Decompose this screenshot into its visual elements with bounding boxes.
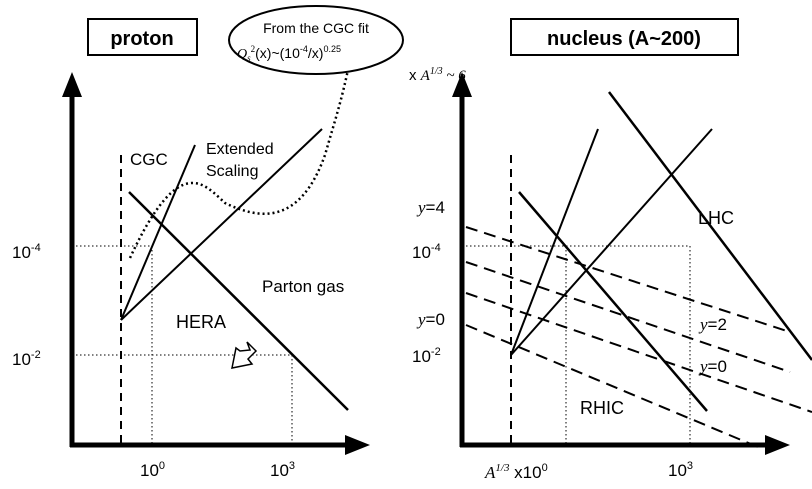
right-dotted-gridlines: [462, 245, 691, 445]
rapidity-label-y0-left: y=0: [416, 310, 445, 329]
rhic-kinematic-line: [518, 191, 708, 412]
left-scaling-boundary: [120, 128, 323, 321]
left-hera-kinematic-line: [128, 191, 349, 411]
left-y-axis-arrowhead: [62, 72, 82, 97]
left-dotted-gridlines: [72, 245, 293, 445]
right-y-axis-arrowhead: [452, 72, 472, 97]
right-x-axis-arrowhead: [765, 435, 790, 455]
rapidity-line-y4: [465, 226, 791, 333]
right-scaling-boundary: [510, 128, 713, 356]
left-cgc-fit-curve: [128, 59, 352, 259]
cgc-fit-callout: From the CGC fit Qs2(x)~(10-4/x)0.25 x A…: [228, 5, 466, 84]
right-y-tick-lower: 10-2: [412, 346, 441, 366]
left-x-tick-right: 103: [270, 460, 295, 480]
rapidity-line-mid1: [465, 261, 791, 373]
callout-multiplier: x A1/3 ~ 6: [409, 66, 466, 84]
extended-scaling-label-line2: Scaling: [206, 163, 258, 180]
callout-line1: From the CGC fit: [263, 20, 369, 36]
left-cgc-boundary: [120, 144, 196, 321]
nucleus-panel: nucleus (A~200) LHC RHIC y=4 y=0 y=2 y=0…: [412, 18, 812, 482]
left-y-tick-lower: 10-2: [12, 349, 41, 369]
nucleus-title: nucleus (A~200): [547, 28, 701, 50]
hera-label: HERA: [176, 312, 226, 332]
rapidity-label-y2: y=2: [698, 315, 727, 334]
right-x-tick-right: 103: [668, 460, 693, 480]
rapidity-line-mid2: [465, 292, 812, 413]
lhc-kinematic-line: [608, 91, 812, 361]
left-x-axis-arrowhead: [345, 435, 370, 455]
proton-title-box: [87, 18, 198, 56]
right-cgc-boundary: [510, 128, 599, 356]
nucleus-title-box: [510, 18, 739, 56]
proton-title: proton: [110, 28, 173, 50]
callout-ellipse: [228, 5, 404, 75]
rapidity-label-y0-right: y=0: [698, 357, 727, 376]
right-x-tick-left: A1/3 x100: [484, 462, 548, 482]
right-y-tick-upper: 10-4: [412, 242, 441, 262]
lhc-label: LHC: [698, 208, 734, 228]
extended-scaling-label-line1: Extended: [206, 141, 274, 158]
callout-formula: Qs2(x)~(10-4/x)0.25: [237, 44, 341, 63]
rapidity-line-y0: [465, 324, 759, 448]
cgc-region-label: CGC: [130, 150, 168, 169]
parton-gas-label: Parton gas: [262, 277, 344, 296]
rhic-label: RHIC: [580, 398, 624, 418]
left-y-tick-upper: 10-4: [12, 242, 41, 262]
hera-direction-arrow: [231, 341, 258, 369]
left-x-tick-left: 100: [140, 460, 165, 480]
proton-panel: proton CGC Extended Scaling Parton gas H…: [12, 18, 370, 480]
rapidity-label-y4: y=4: [416, 198, 445, 217]
